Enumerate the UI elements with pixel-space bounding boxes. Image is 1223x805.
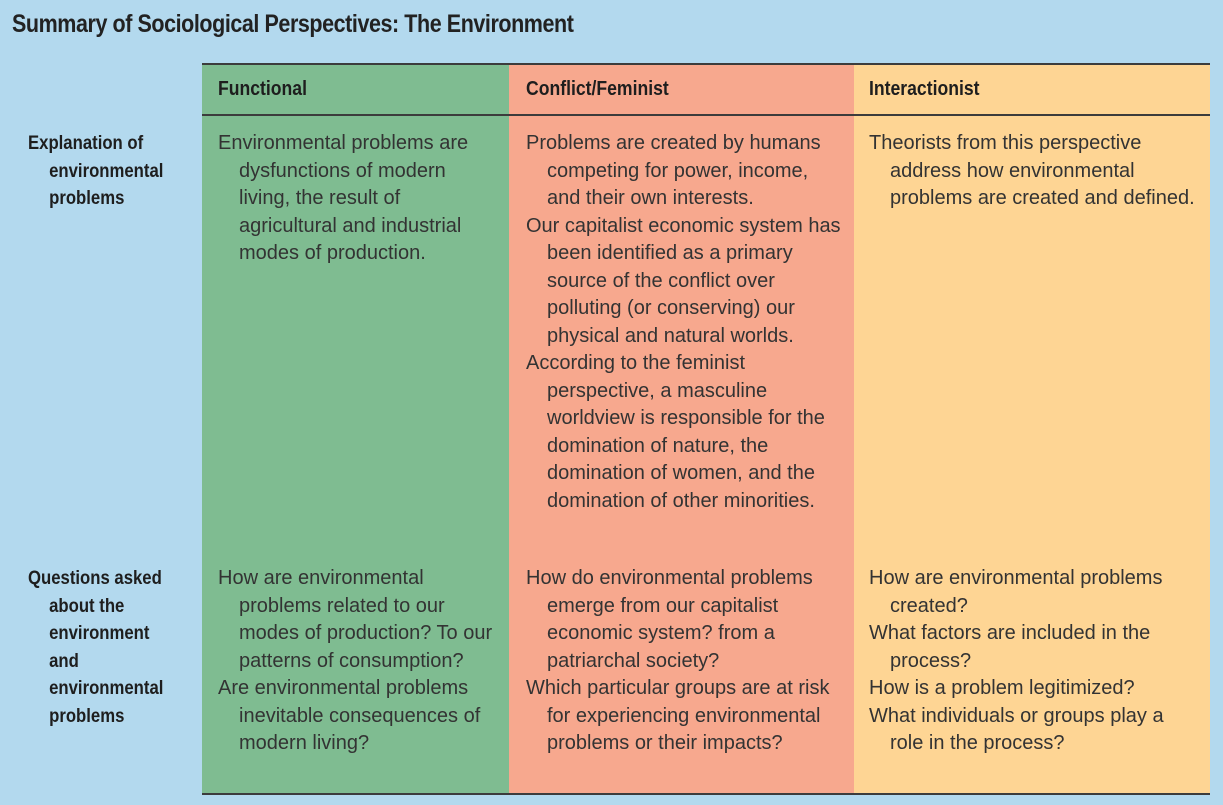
row-label-explanation: Explanation of environmental problems xyxy=(28,130,163,213)
cell-paragraph: What factors are included in the process… xyxy=(869,622,1151,672)
row-label-line: problems xyxy=(49,188,125,209)
column-header-conflict-feminist: Conflict/Feminist xyxy=(526,78,669,100)
page-title: Summary of Sociological Perspectives: Th… xyxy=(12,10,574,38)
row-label-line: Explanation of xyxy=(28,133,144,154)
cell-explanation-interactionist: Theorists from this perspective address … xyxy=(869,130,1199,213)
row-label-line: Questions asked xyxy=(28,568,162,589)
header-rule xyxy=(202,114,1210,116)
cell-paragraph: How are environmental problems created? xyxy=(869,567,1163,617)
column-header-interactionist: Interactionist xyxy=(869,78,980,100)
table-top-rule xyxy=(202,63,1210,65)
cell-paragraph: What individuals or groups play a role i… xyxy=(869,704,1164,755)
row-label-line: problems xyxy=(49,705,125,727)
cell-paragraph: Are environmental problems inevitable co… xyxy=(218,677,481,754)
row-label-questions: Questions asked about the environment an… xyxy=(28,565,163,730)
cell-paragraph: According to the feminist perspective, a… xyxy=(526,352,825,512)
cell-explanation-functional: Environmental problems are dysfunctions … xyxy=(218,130,500,268)
row-label-line: environmental xyxy=(49,160,164,182)
table-bottom-rule xyxy=(202,793,1210,795)
row-label-line: about the xyxy=(49,595,125,617)
cell-questions-functional: How are environmental problems related t… xyxy=(218,565,500,758)
cell-explanation-conflict-feminist: Problems are created by humans competing… xyxy=(526,130,844,515)
row-label-line: environment xyxy=(49,623,150,644)
cell-paragraph: Our capitalist economic system has been … xyxy=(526,214,841,347)
cell-paragraph: Which particular groups are at risk for … xyxy=(526,677,830,754)
cell-paragraph: How do environmental problems emerge fro… xyxy=(526,567,813,672)
cell-paragraph: How are environmental problems related t… xyxy=(218,567,493,672)
column-header-functional: Functional xyxy=(218,78,307,100)
row-label-line: and xyxy=(49,650,79,672)
row-label-line: environmental xyxy=(49,678,164,699)
conflict-feminist-column-background xyxy=(509,63,854,795)
cell-questions-conflict-feminist: How do environmental problems emerge fro… xyxy=(526,565,844,758)
cell-paragraph: How is a problem legitimized? xyxy=(869,677,1135,699)
cell-paragraph: Environmental problems are dysfunctions … xyxy=(218,132,469,264)
interactionist-column-background xyxy=(854,63,1210,795)
cell-questions-interactionist: How are environmental problems created? … xyxy=(869,565,1199,758)
cell-paragraph: Problems are created by humans competing… xyxy=(526,132,821,209)
functional-column-background xyxy=(202,63,509,795)
cell-paragraph: Theorists from this perspective address … xyxy=(869,132,1195,209)
